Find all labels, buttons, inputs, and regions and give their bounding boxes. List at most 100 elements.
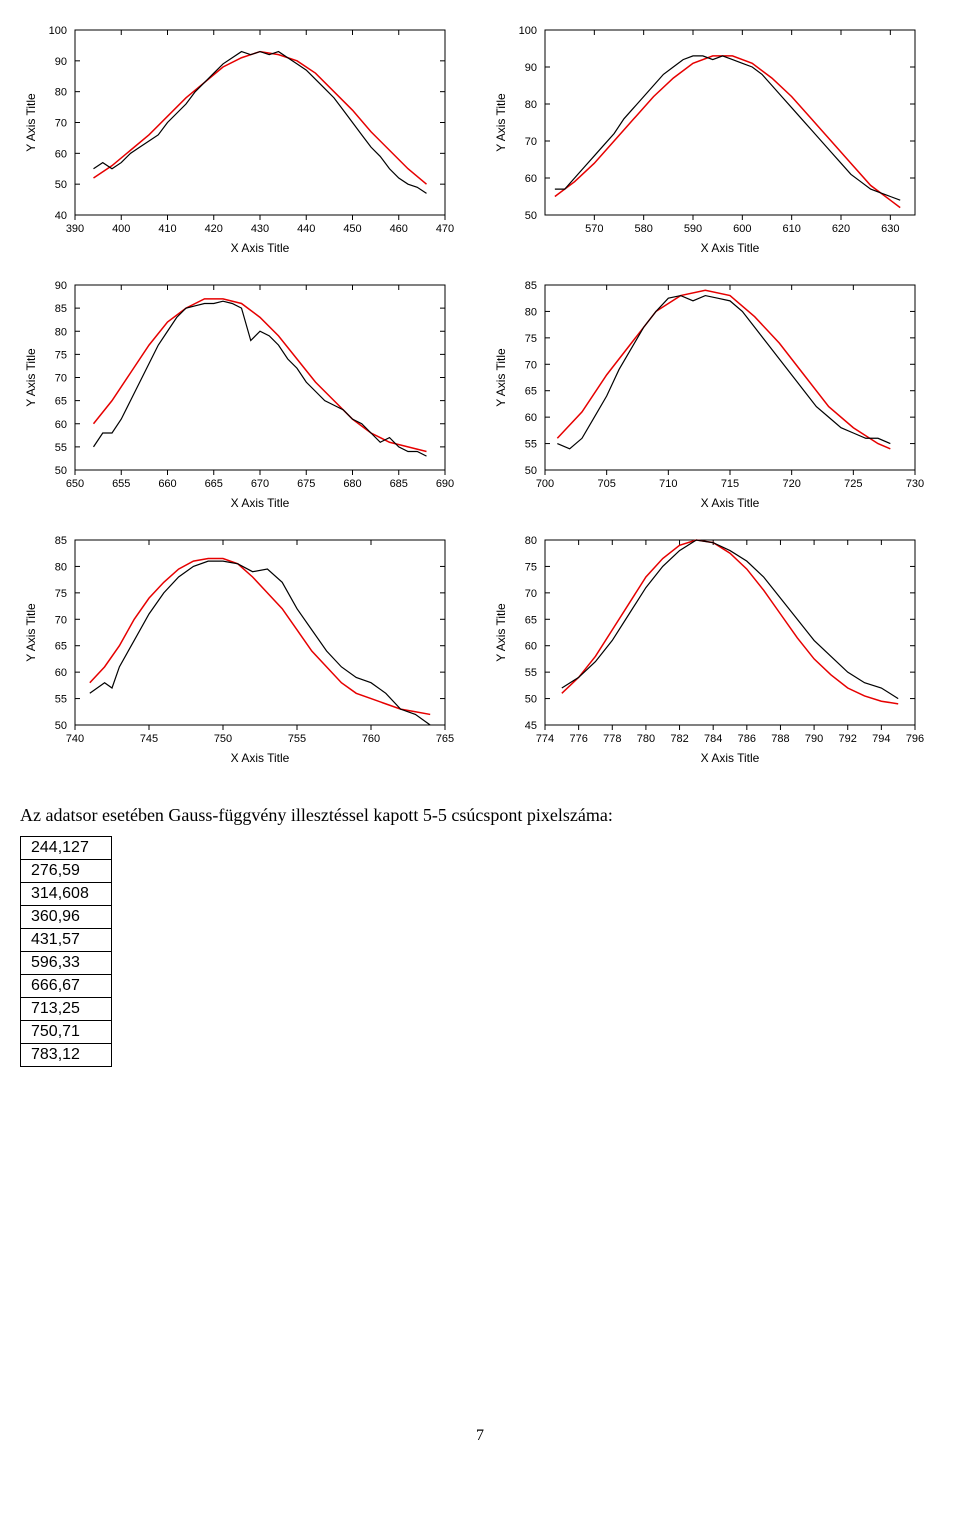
y-tick-label: 90 xyxy=(525,62,537,74)
y-tick-label: 60 xyxy=(55,419,67,431)
x-tick-label: 725 xyxy=(844,478,862,490)
x-tick-label: 740 xyxy=(66,733,84,745)
gaussian-fit xyxy=(555,56,900,208)
x-tick-label: 786 xyxy=(738,733,756,745)
x-tick-label: 670 xyxy=(251,478,269,490)
x-tick-label: 776 xyxy=(569,733,587,745)
x-axis-title: X Axis Title xyxy=(701,751,760,765)
chart-3-container: 6506556606656706756806856905055606570758… xyxy=(20,275,470,520)
x-tick-label: 760 xyxy=(362,733,380,745)
y-tick-label: 90 xyxy=(55,56,67,68)
x-tick-label: 390 xyxy=(66,223,84,235)
y-tick-label: 60 xyxy=(55,148,67,160)
y-tick-label: 70 xyxy=(525,359,537,371)
x-tick-label: 610 xyxy=(782,223,800,235)
x-tick-label: 774 xyxy=(536,733,554,745)
x-tick-label: 790 xyxy=(805,733,823,745)
table-row: 783,12 xyxy=(21,1044,112,1067)
y-tick-label: 50 xyxy=(55,465,67,477)
x-tick-label: 796 xyxy=(906,733,924,745)
y-tick-label: 65 xyxy=(55,641,67,653)
y-tick-label: 65 xyxy=(55,396,67,408)
chart-2: 5705805906006106206305060708090100X Axis… xyxy=(490,20,930,260)
x-tick-label: 700 xyxy=(536,478,554,490)
y-tick-label: 70 xyxy=(55,118,67,130)
x-tick-label: 620 xyxy=(832,223,850,235)
x-tick-label: 665 xyxy=(205,478,223,490)
gaussian-fit xyxy=(562,540,898,704)
y-tick-label: 50 xyxy=(525,210,537,222)
y-axis-title: Y Axis Title xyxy=(24,93,38,152)
y-tick-label: 85 xyxy=(55,535,67,547)
chart-6: 7747767787807827847867887907927947964550… xyxy=(490,530,930,770)
y-axis-title: Y Axis Title xyxy=(494,93,508,152)
x-axis-title: X Axis Title xyxy=(701,496,760,510)
table-row: 244,127 xyxy=(21,837,112,860)
table-row: 596,33 xyxy=(21,952,112,975)
y-tick-label: 60 xyxy=(525,173,537,185)
y-tick-label: 55 xyxy=(525,667,537,679)
table-row: 314,608 xyxy=(21,883,112,906)
raw-data-series xyxy=(562,540,898,699)
x-tick-label: 580 xyxy=(634,223,652,235)
chart-5: 7407457507557607655055606570758085X Axis… xyxy=(20,530,460,770)
y-tick-label: 70 xyxy=(525,136,537,148)
x-tick-label: 660 xyxy=(158,478,176,490)
table-row: 360,96 xyxy=(21,906,112,929)
x-axis-title: X Axis Title xyxy=(231,241,290,255)
x-tick-label: 650 xyxy=(66,478,84,490)
page-number: 7 xyxy=(476,1427,484,1444)
peak-pixel-table: 244,127276,59314,608360,96431,57596,3366… xyxy=(20,836,112,1067)
x-tick-label: 784 xyxy=(704,733,722,745)
x-tick-label: 470 xyxy=(436,223,454,235)
chart-6-container: 7747767787807827847867887907927947964550… xyxy=(490,530,940,775)
x-tick-label: 745 xyxy=(140,733,158,745)
y-tick-label: 75 xyxy=(525,561,537,573)
y-tick-label: 80 xyxy=(55,561,67,573)
y-tick-label: 75 xyxy=(55,349,67,361)
raw-data-series xyxy=(94,301,427,456)
y-tick-label: 70 xyxy=(525,588,537,600)
chart-3: 6506556606656706756806856905055606570758… xyxy=(20,275,460,515)
x-tick-label: 600 xyxy=(733,223,751,235)
figure-caption: Az adatsor esetében Gauss-függvény illes… xyxy=(20,805,940,826)
y-tick-label: 75 xyxy=(55,588,67,600)
x-tick-label: 410 xyxy=(158,223,176,235)
chart-1: 3904004104204304404504604704050607080901… xyxy=(20,20,460,260)
x-tick-label: 794 xyxy=(872,733,890,745)
x-axis-title: X Axis Title xyxy=(231,751,290,765)
x-tick-label: 792 xyxy=(839,733,857,745)
x-tick-label: 450 xyxy=(343,223,361,235)
y-axis-title: Y Axis Title xyxy=(24,348,38,407)
x-axis-title: X Axis Title xyxy=(231,496,290,510)
y-tick-label: 65 xyxy=(525,386,537,398)
x-tick-label: 685 xyxy=(390,478,408,490)
y-tick-label: 80 xyxy=(525,535,537,547)
x-tick-label: 705 xyxy=(597,478,615,490)
table-row: 431,57 xyxy=(21,929,112,952)
y-tick-label: 100 xyxy=(49,25,67,37)
x-tick-label: 590 xyxy=(684,223,702,235)
y-tick-label: 80 xyxy=(525,99,537,111)
y-axis-title: Y Axis Title xyxy=(24,603,38,662)
y-tick-label: 50 xyxy=(525,465,537,477)
x-tick-label: 570 xyxy=(585,223,603,235)
y-axis-title: Y Axis Title xyxy=(494,348,508,407)
x-tick-label: 778 xyxy=(603,733,621,745)
y-tick-label: 70 xyxy=(55,373,67,385)
y-tick-label: 50 xyxy=(55,720,67,732)
y-tick-label: 100 xyxy=(519,25,537,37)
x-tick-label: 420 xyxy=(205,223,223,235)
y-tick-label: 65 xyxy=(525,614,537,626)
x-tick-label: 430 xyxy=(251,223,269,235)
y-tick-label: 50 xyxy=(525,694,537,706)
y-tick-label: 60 xyxy=(525,412,537,424)
x-tick-label: 675 xyxy=(297,478,315,490)
x-tick-label: 782 xyxy=(670,733,688,745)
x-tick-label: 788 xyxy=(771,733,789,745)
raw-data-series xyxy=(557,296,890,449)
table-row: 666,67 xyxy=(21,975,112,998)
y-tick-label: 60 xyxy=(525,641,537,653)
y-tick-label: 40 xyxy=(55,210,67,222)
y-tick-label: 80 xyxy=(55,326,67,338)
